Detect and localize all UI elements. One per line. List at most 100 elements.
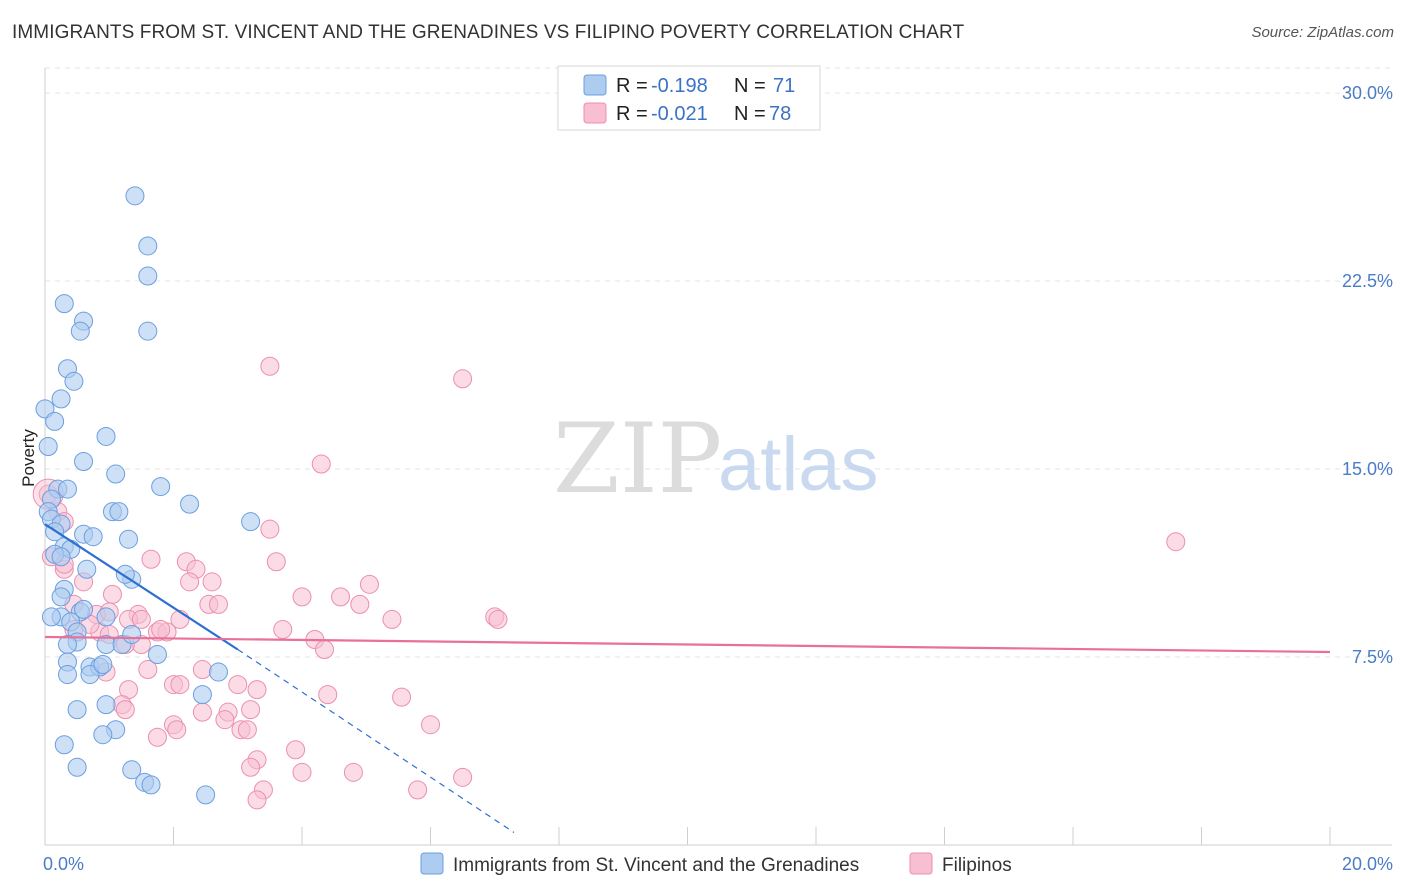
immigrants-point-18 xyxy=(57,479,77,499)
stats-legend-r-label-2: R = xyxy=(616,103,648,125)
immigrants-point-9 xyxy=(51,389,71,409)
filipinos-point-40 xyxy=(314,639,334,659)
watermark-atlas: atlas xyxy=(718,422,879,507)
filipinos-point-29 xyxy=(382,609,402,629)
filipinos-point-2 xyxy=(311,454,331,474)
filipinos-trend-line xyxy=(44,635,1331,654)
stats-legend-swatch-pink xyxy=(583,102,607,124)
filipinos-point-68 xyxy=(343,762,363,782)
filipinos-point-54 xyxy=(192,702,212,722)
bottom-legend: Immigrants from St. Vincent and the Gren… xyxy=(420,852,1012,876)
x-axis-tick-labels: 0.0% 20.0% xyxy=(43,854,1393,874)
immigrants-point-38 xyxy=(74,599,94,619)
filipinos-point-71 xyxy=(247,790,267,810)
grid-lines xyxy=(45,67,1392,658)
filipinos-point-67 xyxy=(292,762,312,782)
filipinos-point-9 xyxy=(141,549,161,569)
bottom-legend-swatch-pink xyxy=(909,852,933,875)
immigrants-point-13 xyxy=(38,436,58,456)
filipinos-point-45 xyxy=(228,675,248,695)
chart-source: Source: ZipAtlas.com xyxy=(1251,24,1394,41)
stats-legend-swatch-blue xyxy=(583,74,607,96)
filipinos-point-57 xyxy=(215,710,235,730)
filipinos-point-43 xyxy=(192,660,212,680)
filipinos-point-15 xyxy=(180,572,200,592)
x-axis-ticks xyxy=(44,827,1331,845)
bottom-legend-swatch-blue xyxy=(420,852,444,875)
immigrants-point-8 xyxy=(64,371,84,391)
y-tick-label-3: 30.0% xyxy=(1342,83,1393,103)
immigrants-trend-extension xyxy=(237,648,515,833)
y-axis-label: Poverty xyxy=(19,429,38,487)
immigrants-point-70 xyxy=(241,512,261,532)
immigrants-point-11 xyxy=(45,411,65,431)
filipinos-point-58 xyxy=(421,715,440,735)
filipinos-point-56 xyxy=(241,700,261,720)
y-tick-label-2: 22.5% xyxy=(1342,271,1393,291)
filipinos-point-7 xyxy=(1166,532,1186,552)
immigrants-point-2 xyxy=(138,266,158,286)
filipinos-point-1 xyxy=(453,369,473,389)
immigrants-point-14 xyxy=(74,452,94,472)
filipinos-point-72 xyxy=(408,780,428,800)
filipinos-point-18 xyxy=(102,584,122,604)
trend-lines xyxy=(44,523,1331,833)
immigrants-point-56 xyxy=(192,685,212,705)
filipinos-point-65 xyxy=(286,740,306,760)
stats-legend-r-value-1: -0.198 xyxy=(651,75,708,97)
filipinos-point-60 xyxy=(167,720,187,740)
immigrants-point-66 xyxy=(196,785,216,805)
immigrants-point-68 xyxy=(180,494,200,514)
immigrants-point-41 xyxy=(96,607,116,627)
immigrants-point-1 xyxy=(138,236,158,256)
y-axis-tick-labels: 7.5% 15.0% 22.5% 30.0% xyxy=(1342,83,1393,667)
filipinos-point-48 xyxy=(170,675,190,695)
filipinos-point-62 xyxy=(237,720,257,740)
immigrants-point-40 xyxy=(41,607,61,627)
filipinos-point-23 xyxy=(208,594,228,614)
bottom-legend-label-immigrants: Immigrants from St. Vincent and the Gren… xyxy=(453,855,859,876)
immigrants-point-28 xyxy=(119,529,139,549)
filipinos-point-6 xyxy=(260,519,280,539)
immigrants-trend-line xyxy=(44,523,239,651)
filipinos-point-19 xyxy=(292,587,312,607)
stats-legend: R = -0.198 N = 71 R = -0.021 N = 78 xyxy=(557,65,821,131)
immigrants-point-53 xyxy=(57,665,77,685)
immigrants-point-49 xyxy=(147,645,167,665)
immigrants-point-10 xyxy=(35,399,55,419)
filipinos-point-31 xyxy=(488,609,508,629)
filipinos-point-12 xyxy=(266,552,286,572)
filipinos-point-28 xyxy=(131,609,151,629)
filipinos-point-36 xyxy=(273,619,293,639)
filipinos-point-17 xyxy=(359,574,379,594)
immigrants-point-12 xyxy=(96,426,116,446)
immigrants-point-0 xyxy=(125,186,145,206)
stats-legend-n-label-2: N = xyxy=(734,103,766,125)
y-tick-label-0: 7.5% xyxy=(1352,647,1393,667)
immigrants-point-61 xyxy=(54,735,74,755)
stats-legend-n-value-1: 71 xyxy=(773,75,795,97)
immigrants-point-15 xyxy=(106,464,126,484)
filipinos-point-53 xyxy=(115,700,135,720)
immigrants-point-22 xyxy=(109,502,129,522)
filipinos-point-63 xyxy=(147,727,167,747)
immigrants-point-55 xyxy=(208,662,228,682)
stats-legend-n-label-1: N = xyxy=(734,75,766,97)
immigrants-point-69 xyxy=(93,655,113,675)
filipinos-point-69 xyxy=(453,767,473,787)
filipinos-point-16 xyxy=(202,572,222,592)
watermark-zip: ZIP xyxy=(553,403,722,515)
filipinos-point-0 xyxy=(260,356,280,376)
immigrants-point-62 xyxy=(67,757,87,777)
immigrants-point-63 xyxy=(122,760,142,780)
x-tick-label-0: 0.0% xyxy=(43,854,84,874)
filipinos-point-21 xyxy=(350,594,370,614)
immigrants-point-60 xyxy=(93,725,113,745)
x-tick-label-1: 20.0% xyxy=(1342,854,1393,874)
filipinos-point-51 xyxy=(392,687,412,707)
immigrants-point-33 xyxy=(77,559,97,579)
immigrants-point-58 xyxy=(96,695,116,715)
bottom-legend-label-filipinos: Filipinos xyxy=(942,855,1012,876)
immigrants-point-5 xyxy=(70,321,90,341)
